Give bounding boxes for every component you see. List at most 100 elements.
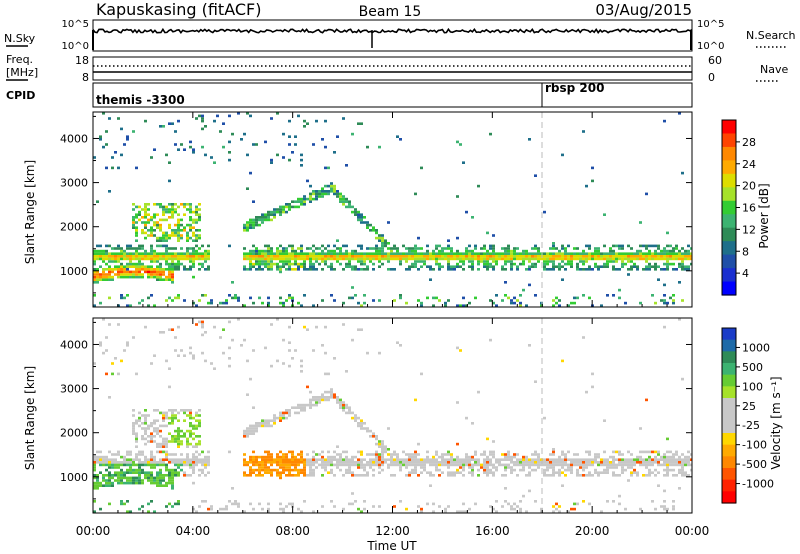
power-cell bbox=[303, 195, 306, 198]
velocity-cell bbox=[324, 398, 327, 402]
velocity-cell bbox=[192, 461, 195, 464]
velocity-cell bbox=[618, 463, 621, 467]
power-cell bbox=[252, 143, 255, 146]
power-cell bbox=[105, 244, 108, 248]
velocity-cell bbox=[501, 505, 504, 508]
power-cell bbox=[441, 265, 444, 268]
velocity-cell bbox=[99, 461, 102, 464]
power-cell bbox=[135, 216, 138, 219]
power-cell bbox=[387, 242, 390, 245]
velocity-cell bbox=[582, 336, 585, 339]
power-cell bbox=[177, 265, 180, 268]
velocity-cell bbox=[642, 450, 645, 454]
velocity-cell bbox=[171, 505, 174, 508]
power-cell bbox=[288, 262, 291, 266]
velocity-cell bbox=[657, 471, 660, 474]
velocity-cell bbox=[465, 463, 468, 467]
velocity-cell bbox=[267, 453, 270, 456]
power-cell bbox=[198, 299, 201, 302]
velocity-cell bbox=[315, 401, 318, 404]
colorbar-segment bbox=[722, 479, 736, 492]
power-cell bbox=[669, 252, 672, 255]
power-cell bbox=[291, 268, 294, 271]
power-cell bbox=[183, 203, 186, 206]
velocity-cell bbox=[342, 409, 345, 412]
power-cell bbox=[150, 247, 153, 250]
power-cell bbox=[138, 218, 141, 222]
colorbar-segment bbox=[722, 456, 736, 469]
velocity-cell bbox=[522, 494, 525, 498]
velocity-cell bbox=[156, 479, 159, 482]
power-cell bbox=[537, 247, 540, 250]
velocity-cell bbox=[327, 455, 330, 459]
power-cell bbox=[339, 197, 342, 201]
velocity-cell bbox=[309, 401, 312, 404]
velocity-cell bbox=[435, 468, 438, 472]
power-cell bbox=[318, 195, 321, 198]
power-cell bbox=[105, 130, 108, 133]
velocity-cell bbox=[117, 466, 120, 469]
velocity-cell bbox=[543, 468, 546, 472]
power-cell bbox=[312, 249, 315, 253]
power-cell bbox=[561, 255, 564, 258]
velocity-cell bbox=[639, 461, 642, 464]
power-cell bbox=[633, 257, 636, 261]
velocity-cell bbox=[558, 468, 561, 472]
velocity-cell bbox=[378, 440, 381, 443]
velocity-cell bbox=[105, 463, 108, 467]
velocity-cell bbox=[192, 453, 195, 456]
power-cell bbox=[618, 288, 621, 292]
power-cell bbox=[570, 301, 573, 305]
velocity-cell bbox=[156, 481, 159, 485]
velocity-cell bbox=[255, 474, 258, 477]
velocity-cell bbox=[180, 463, 183, 467]
velocity-cell bbox=[261, 474, 264, 477]
velocity-cell bbox=[282, 510, 285, 513]
nsky-tick-top: 10^5 bbox=[62, 19, 89, 30]
velocity-cell bbox=[129, 481, 132, 485]
velocity-cell bbox=[351, 502, 354, 506]
power-cell bbox=[117, 247, 120, 250]
power-cell bbox=[522, 255, 525, 258]
velocity-cell bbox=[363, 500, 366, 503]
velocity-cell bbox=[192, 416, 195, 420]
power-cell bbox=[309, 268, 312, 271]
velocity-cell bbox=[654, 507, 657, 511]
velocity-cell bbox=[429, 463, 432, 467]
power-cell bbox=[381, 247, 384, 250]
power-cell bbox=[150, 260, 153, 263]
power-cell bbox=[330, 184, 333, 188]
velocity-cell bbox=[258, 424, 261, 428]
velocity-cell bbox=[324, 325, 327, 329]
power-cell bbox=[351, 265, 354, 268]
power-cell bbox=[123, 265, 126, 268]
power-cell bbox=[579, 252, 582, 255]
power-cell bbox=[504, 247, 507, 250]
power-cell bbox=[552, 299, 555, 302]
power-cell bbox=[555, 247, 558, 250]
velocity-cell bbox=[351, 458, 354, 461]
power-cell bbox=[339, 252, 342, 255]
velocity-cell bbox=[162, 461, 165, 464]
velocity-cell bbox=[333, 455, 336, 459]
velocity-cell bbox=[279, 461, 282, 464]
velocity-cell bbox=[537, 463, 540, 467]
colorbar-segment bbox=[722, 421, 736, 434]
power-cell bbox=[267, 216, 270, 219]
power-cell bbox=[327, 166, 330, 170]
power-cell bbox=[639, 301, 642, 305]
velocity-cell bbox=[468, 471, 471, 474]
power-cell bbox=[690, 255, 692, 258]
power-cell bbox=[279, 296, 282, 300]
power-cell bbox=[174, 203, 177, 206]
power-cell bbox=[252, 301, 255, 305]
nsearch-tick-top: 10^5 bbox=[697, 19, 724, 30]
power-cell bbox=[297, 301, 300, 305]
power-cell bbox=[141, 231, 144, 235]
power-cell bbox=[120, 296, 123, 300]
power-cell bbox=[150, 226, 153, 229]
power-cell bbox=[570, 265, 573, 268]
velocity-cell bbox=[153, 354, 156, 357]
velocity-cell bbox=[552, 468, 555, 472]
power-cell bbox=[180, 255, 183, 258]
